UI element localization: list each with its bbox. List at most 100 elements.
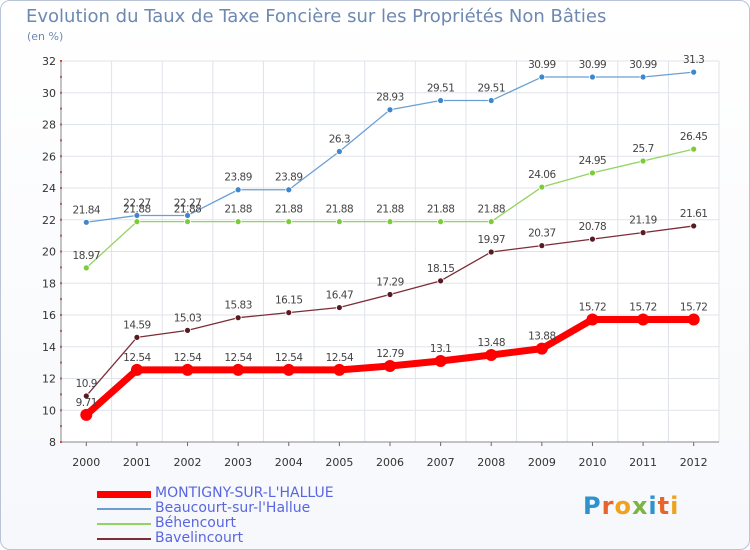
data-point xyxy=(184,218,191,226)
data-label: 18.97 xyxy=(73,250,101,262)
data-point xyxy=(639,229,647,237)
legend-item: Béhencourt xyxy=(97,515,427,531)
data-label: 10.9 xyxy=(76,378,97,390)
data-label: 24.06 xyxy=(528,169,556,181)
data-point xyxy=(487,97,495,104)
data-point xyxy=(181,363,194,376)
legend-item: Beaucourt-sur-l'Hallue xyxy=(97,500,427,516)
legend-swatch xyxy=(97,508,151,510)
y-tick-label: 22 xyxy=(42,214,56,227)
x-tick-label: 2007 xyxy=(427,456,455,469)
data-point xyxy=(285,309,293,317)
data-label: 9.71 xyxy=(76,397,97,409)
data-label: 21.88 xyxy=(174,204,202,216)
data-label: 20.78 xyxy=(579,221,607,233)
x-tick-label: 2005 xyxy=(325,456,353,469)
brand-logo: Proxiti xyxy=(583,492,680,520)
data-point xyxy=(687,313,700,326)
x-tick-label: 2006 xyxy=(376,456,404,469)
data-label: 21.88 xyxy=(477,204,505,216)
data-label: 15.72 xyxy=(579,301,607,313)
data-label: 30.99 xyxy=(528,59,556,71)
data-label: 16.47 xyxy=(326,290,354,302)
legend-label: MONTIGNY-SUR-L'HALLUE xyxy=(155,485,334,501)
data-point xyxy=(335,304,343,311)
data-point xyxy=(234,218,242,226)
y-tick-label: 24 xyxy=(42,182,56,195)
data-point xyxy=(487,218,495,226)
data-point xyxy=(386,291,394,298)
data-point xyxy=(437,97,445,104)
data-point xyxy=(333,363,346,376)
legend-label: Beaucourt-sur-l'Hallue xyxy=(155,500,311,516)
data-label: 17.29 xyxy=(376,277,404,289)
data-label: 21.88 xyxy=(376,204,404,216)
legend-item: Bavelincourt xyxy=(97,530,427,546)
y-tick-label: 28 xyxy=(42,119,56,132)
data-point xyxy=(690,222,698,230)
x-tick-label: 2012 xyxy=(680,456,708,469)
data-label: 24.95 xyxy=(579,155,607,167)
data-label: 13.88 xyxy=(528,331,556,343)
data-label: 21.88 xyxy=(224,204,252,216)
data-point xyxy=(335,148,343,155)
data-label: 23.89 xyxy=(224,172,252,184)
y-tick-label: 8 xyxy=(49,436,56,449)
data-point xyxy=(434,355,447,368)
data-label: 26.45 xyxy=(680,131,708,143)
data-label: 12.54 xyxy=(326,352,354,364)
x-tick-label: 2008 xyxy=(477,456,505,469)
data-point xyxy=(637,313,650,326)
data-label: 15.72 xyxy=(680,301,708,313)
data-point xyxy=(82,392,90,400)
data-point xyxy=(384,359,396,372)
data-point xyxy=(586,313,599,326)
data-point xyxy=(232,363,245,376)
data-label: 30.99 xyxy=(629,59,657,71)
y-tick-label: 16 xyxy=(42,309,56,322)
data-point xyxy=(690,68,698,76)
data-point xyxy=(130,363,143,376)
data-label: 21.88 xyxy=(275,204,303,216)
x-tick-label: 2003 xyxy=(224,456,252,469)
data-label: 12.54 xyxy=(224,352,252,364)
data-point xyxy=(487,248,495,256)
data-label: 14.59 xyxy=(123,319,151,331)
legend-swatch xyxy=(97,538,151,540)
y-tick-label: 26 xyxy=(42,150,56,163)
data-point xyxy=(386,106,394,114)
data-label: 22.27 xyxy=(174,197,202,209)
chart-title: Evolution du Taux de Taxe Foncière sur l… xyxy=(26,6,607,27)
x-tick-label: 2004 xyxy=(275,456,303,469)
legend-swatch xyxy=(97,490,151,498)
x-tick-label: 2001 xyxy=(123,456,151,469)
legend-swatch xyxy=(97,523,151,525)
data-label: 21.88 xyxy=(123,204,151,216)
data-point xyxy=(285,186,293,194)
data-point xyxy=(234,314,242,322)
y-tick-label: 18 xyxy=(42,277,56,290)
data-point xyxy=(437,277,445,285)
data-label: 15.83 xyxy=(224,300,252,312)
y-tick-label: 12 xyxy=(42,373,56,386)
x-tick-label: 2011 xyxy=(629,456,657,469)
data-label: 12.54 xyxy=(123,352,151,364)
data-point xyxy=(184,326,191,334)
data-point xyxy=(538,242,546,250)
data-label: 29.51 xyxy=(477,83,505,95)
data-point xyxy=(589,235,596,243)
data-label: 30.99 xyxy=(579,59,607,71)
y-tick-label: 14 xyxy=(42,341,56,354)
data-point xyxy=(535,342,548,355)
legend-label: Béhencourt xyxy=(155,515,236,531)
data-point xyxy=(538,183,546,191)
data-point xyxy=(335,218,343,226)
data-point xyxy=(386,218,394,226)
data-point xyxy=(133,218,141,226)
x-tick-label: 2009 xyxy=(528,456,556,469)
data-label: 13.1 xyxy=(430,343,451,355)
data-point xyxy=(690,145,698,153)
data-point xyxy=(285,218,293,226)
data-label: 15.72 xyxy=(629,301,657,313)
